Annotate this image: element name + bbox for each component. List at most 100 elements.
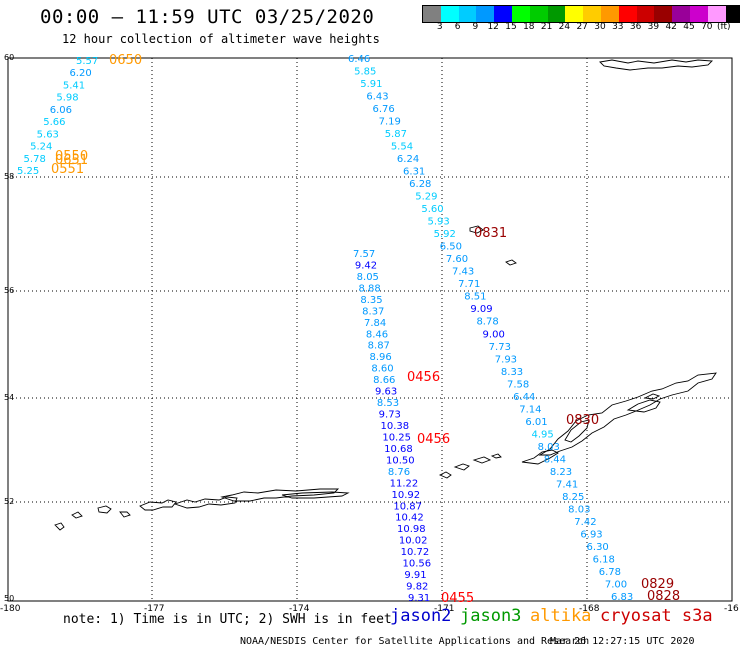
swh-value: 8.03 <box>568 504 590 515</box>
latitude-label: 60 <box>4 53 14 62</box>
swh-value: 4.95 <box>531 429 553 440</box>
swh-value: 8.66 <box>373 375 395 386</box>
swh-value: 6.24 <box>397 154 419 165</box>
colorbar-tick-label: 6 <box>454 22 461 32</box>
colorbar-unit: (ft) <box>717 22 731 32</box>
track-a-values: 5.576.205.41 5.986.065.665.63 5.245.785.25 <box>17 56 98 177</box>
swh-value: 6.46 <box>348 54 370 65</box>
swh-value: 9.91 <box>404 570 426 581</box>
colorbar-tick-label: 39 <box>647 22 660 32</box>
swh-value: 8.37 <box>362 306 384 317</box>
map-frame <box>7 57 733 602</box>
colorbar-tick-label: 30 <box>594 22 606 32</box>
swh-value: 11.22 <box>390 478 419 489</box>
swh-value: 5.78 <box>24 154 46 165</box>
swh-value: 6.18 <box>593 554 615 565</box>
coastline-alaska-peninsula <box>538 372 717 456</box>
swh-value: 9.42 <box>355 260 377 271</box>
coastline-aleutian-chain <box>54 488 350 531</box>
swh-value: 7.93 <box>495 354 517 365</box>
colorbar-tick-label: 9 <box>472 22 479 32</box>
swh-value: 6.01 <box>525 417 547 428</box>
colorbar-ticks: 3 6 9 12 15 18 21 24 27 30 33 36 39 42 45 70 <box>422 22 740 34</box>
swh-value: 7.60 <box>446 254 468 265</box>
colorbar-swatch <box>458 6 477 22</box>
swh-value: 7.57 <box>353 249 375 260</box>
map-grid <box>7 57 733 602</box>
swh-value: 6.93 <box>580 529 602 540</box>
swh-value: 5.66 <box>43 117 65 128</box>
colorbar-tick-label: 70 <box>701 22 713 32</box>
satellite-jason2: jason2 <box>390 606 452 626</box>
colorbar-swatch <box>423 6 441 22</box>
swh-value: 5.98 <box>56 93 78 104</box>
map-title: 00:00 – 11:59 UTC 03/25/2020 <box>40 6 375 28</box>
colorbar-tick-label: 21 <box>540 22 553 32</box>
swh-value: 9.63 <box>375 387 397 398</box>
pass-time-label: 0650 <box>109 53 142 68</box>
swh-value: 10.72 <box>401 547 430 558</box>
longitude-label: -171 <box>434 604 454 614</box>
colorbar-swatch <box>672 6 690 22</box>
footer-credit: NOAA/NESDIS Center for Satellite Applica… <box>240 636 590 647</box>
colorbar-swatch <box>529 6 548 22</box>
swh-value: 8.60 <box>371 364 393 375</box>
swh-value: 8.78 <box>476 317 498 328</box>
latitude-label: 58 <box>4 172 14 181</box>
swh-value: 8.33 <box>501 367 523 378</box>
pass-time-label: 0651 <box>55 153 88 168</box>
swh-value: 8.88 <box>359 283 381 294</box>
colorbar-swatch <box>440 6 459 22</box>
swh-value: 8.05 <box>357 272 379 283</box>
swh-value: 5.91 <box>360 79 382 90</box>
swh-value: 6.20 <box>69 68 91 79</box>
swh-value: 8.53 <box>377 398 399 409</box>
colorbar-swatch <box>494 6 512 22</box>
coastline-mainland <box>599 59 714 71</box>
colorbar-tick-label: 36 <box>629 22 642 32</box>
swh-value: 10.25 <box>382 432 411 443</box>
coastline-kodiak <box>626 393 661 413</box>
swh-value: 5.54 <box>391 142 413 153</box>
satellite-jason3: jason3 <box>460 606 522 626</box>
map-subtitle: 12 hour collection of altimeter wave hei… <box>62 32 380 46</box>
swh-value: 9.31 <box>408 593 430 604</box>
swh-value: 8.76 <box>388 467 410 478</box>
swh-value: 10.92 <box>392 490 421 501</box>
colorbar-swatch <box>636 6 655 22</box>
longitude-label: -174 <box>289 604 310 614</box>
swh-value: 5.57 <box>76 56 98 67</box>
colorbar-tick-label: 33 <box>612 22 624 32</box>
swh-value: 8.87 <box>368 341 390 352</box>
longitude-label: -177 <box>144 604 164 614</box>
swh-value: 7.73 <box>489 342 511 353</box>
swh-value: 7.00 <box>605 579 627 590</box>
longitude-label: -168 <box>579 604 600 614</box>
pass-time-label: 0830 <box>566 413 599 428</box>
swh-value: 6.31 <box>403 167 425 178</box>
swh-value: 7.42 <box>574 517 596 528</box>
swh-value: 5.29 <box>415 192 437 203</box>
colorbar-swatch <box>511 6 530 22</box>
satellite-altika: altika <box>530 606 592 626</box>
swh-value: 5.25 <box>17 166 39 177</box>
swh-value: 6.83 <box>611 592 633 603</box>
colorbar-swatch <box>618 6 637 22</box>
latitude-label: 56 <box>4 286 14 295</box>
longitude-label: -16 <box>724 604 739 614</box>
pass-time-label: 0456 <box>407 370 440 385</box>
swh-value: 6.30 <box>587 542 609 553</box>
swh-value: 7.84 <box>364 318 386 329</box>
swh-value: 9.82 <box>406 582 428 593</box>
footer-timestamp: Mar 26 12:27:15 UTC 2020 <box>550 636 695 647</box>
track-c-values: 7.579.428.058.888.358.377.848.468.878.96… <box>353 249 431 604</box>
colorbar-swatch <box>583 6 601 22</box>
swh-value: 5.92 <box>434 229 456 240</box>
colorbar-swatch <box>565 6 584 22</box>
swh-value: 5.85 <box>354 67 376 78</box>
swh-value: 6.44 <box>513 392 535 403</box>
swh-value: 7.19 <box>379 117 401 128</box>
colorbar-tick-label: 15 <box>505 22 517 32</box>
swh-value: 7.58 <box>507 379 529 390</box>
